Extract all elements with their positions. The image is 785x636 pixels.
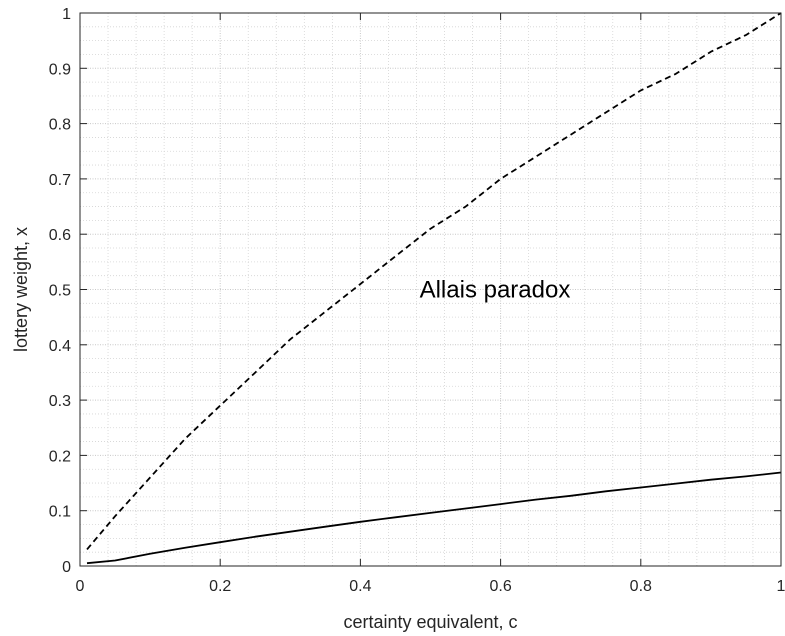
y-tick-labels: 0 0.1 0.2 0.3 0.4 0.5 0.6 0.7 0.8 0.9 1 bbox=[49, 6, 71, 576]
x-tick-label: 1 bbox=[777, 578, 785, 595]
y-tick-label: 0.6 bbox=[49, 227, 71, 244]
y-tick-label: 0.1 bbox=[49, 504, 71, 521]
series-layer bbox=[86, 12, 782, 565]
x-tick-label: 0.8 bbox=[630, 578, 652, 595]
y-tick-label: 0.9 bbox=[49, 61, 71, 78]
y-tick-label: 0 bbox=[62, 559, 71, 576]
series-line-solid bbox=[86, 471, 782, 565]
x-tick-label: 0.2 bbox=[209, 578, 231, 595]
x-axis-label: certainty equivalent, c bbox=[343, 612, 517, 632]
y-tick-label: 0.8 bbox=[49, 117, 71, 134]
y-tick-label: 0.2 bbox=[49, 448, 71, 465]
y-tick-label: 1 bbox=[62, 6, 71, 23]
x-tick-label: 0.6 bbox=[489, 578, 511, 595]
y-tick-label: 0.5 bbox=[49, 283, 71, 300]
y-tick-label: 0.7 bbox=[49, 172, 71, 189]
y-axis-label: lottery weight, x bbox=[11, 227, 31, 352]
annotation-allais-paradox: Allais paradox bbox=[420, 277, 571, 304]
x-tick-label: 0.4 bbox=[349, 578, 371, 595]
x-tick-label: 0 bbox=[76, 578, 85, 595]
series-line-dashed bbox=[86, 12, 782, 550]
axis-ticks bbox=[79, 12, 782, 567]
y-tick-label: 0.3 bbox=[49, 393, 71, 410]
x-tick-labels: 0 0.2 0.4 0.6 0.8 1 bbox=[76, 578, 785, 595]
y-tick-label: 0.4 bbox=[49, 338, 71, 355]
